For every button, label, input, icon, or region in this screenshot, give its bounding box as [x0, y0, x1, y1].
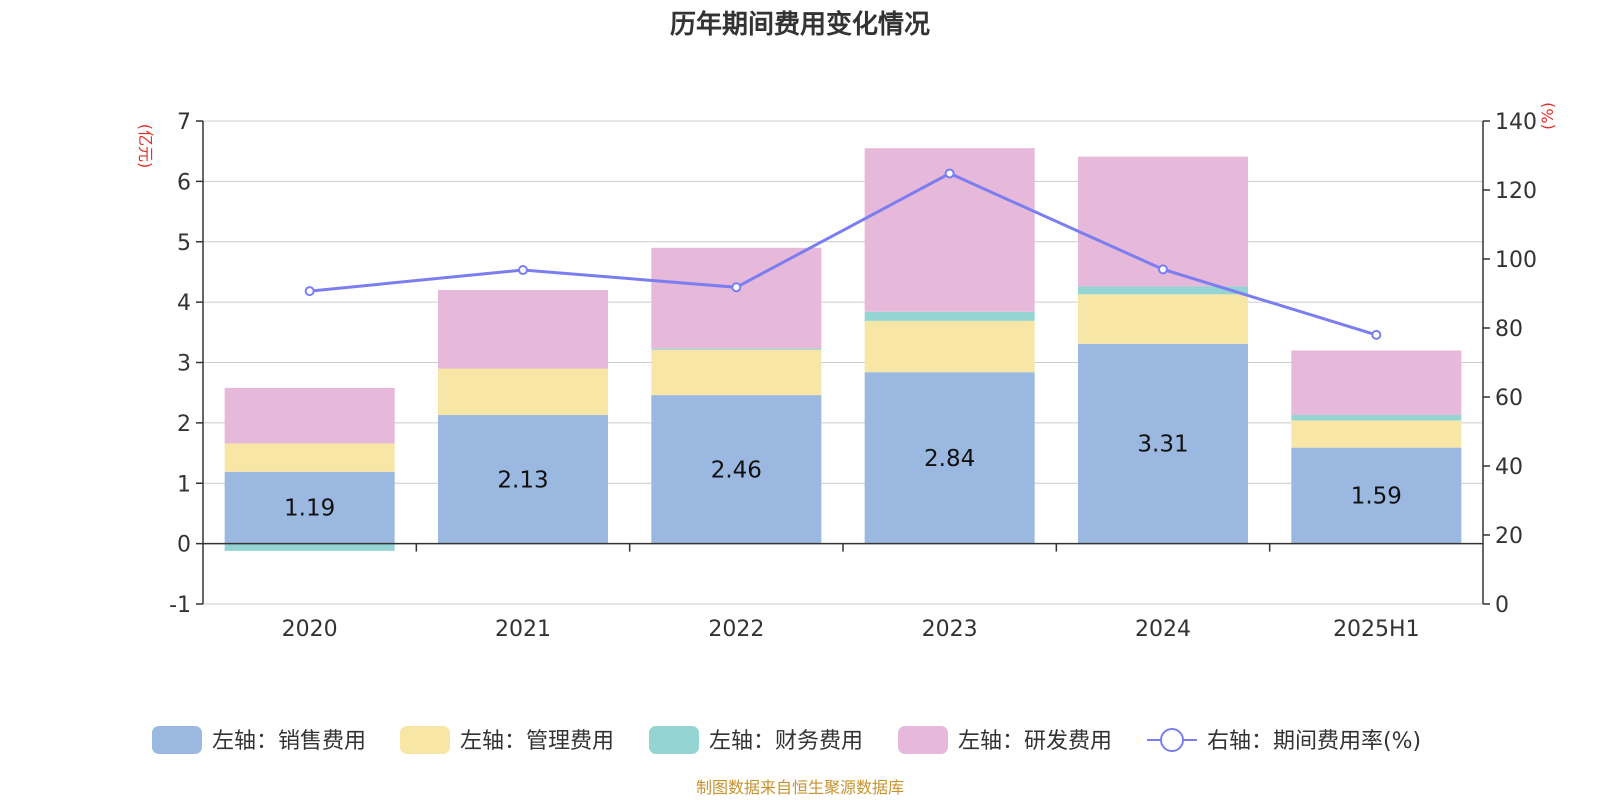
legend-circle-icon [1160, 728, 1184, 752]
legend-label: 左轴：管理费用 [460, 729, 614, 754]
bar-rd [438, 290, 608, 369]
bar-finance [224, 543, 395, 551]
bar-rd [1291, 350, 1462, 416]
bar-data-labels: 1.19 2.13 2.46 2.84 3.31 1.59 [284, 432, 1402, 522]
left-axis-ticks: -1 0 1 2 3 4 5 6 7 [169, 110, 203, 618]
x-tick-label: 2021 [495, 617, 551, 642]
bar-admin [224, 443, 395, 472]
legend-swatch-icon [649, 726, 699, 754]
right-axis-ticks: 0 20 40 60 80 100 120 140 [1483, 110, 1537, 618]
sales-data-label: 2.46 [711, 457, 762, 483]
sales-data-label: 2.84 [924, 446, 975, 472]
legend-label: 左轴：销售费用 [212, 729, 366, 754]
sales-data-label: 1.59 [1351, 484, 1402, 510]
left-tick-label: 0 [177, 533, 191, 558]
right-tick-label: 20 [1495, 524, 1523, 549]
bar-sales [224, 471, 395, 544]
left-tick-label: 3 [177, 352, 191, 377]
bar-admin [1078, 294, 1248, 344]
bar-finance [1078, 286, 1248, 295]
right-tick-label: 140 [1495, 110, 1537, 135]
bars [224, 148, 1462, 551]
bar-finance [651, 348, 822, 350]
left-tick-label: 2 [177, 412, 191, 437]
bar-finance [864, 311, 1035, 321]
legend-item-rate: 右轴：期间费用率(%) [1147, 728, 1421, 754]
rate-point [944, 168, 955, 179]
left-tick-label: -1 [169, 593, 191, 618]
legend-item-admin: 左轴：管理费用 [400, 726, 614, 754]
legend-label: 右轴：期间费用率(%) [1207, 729, 1421, 754]
bar-admin [1291, 420, 1462, 448]
x-axis-ticks: 2020 2021 2022 2023 2024 2025H1 [282, 617, 1420, 642]
x-tick-label: 2025H1 [1333, 617, 1420, 642]
rate-line [304, 168, 1382, 340]
bar-finance [1291, 415, 1462, 421]
right-axis-unit: (%) [1538, 102, 1557, 130]
bar-admin [651, 349, 822, 396]
sales-data-label: 3.31 [1137, 432, 1188, 458]
legend-item-rd: 左轴：研发费用 [898, 726, 1112, 754]
left-tick-label: 7 [177, 110, 191, 135]
rate-line-path [309, 171, 1377, 337]
left-tick-label: 5 [177, 231, 191, 256]
x-tick-label: 2020 [282, 617, 338, 642]
legend: 左轴：销售费用 左轴：管理费用 左轴：财务费用 左轴：研发费用 右轴：期间费用率(%) [152, 726, 1421, 754]
bar-sales [438, 415, 608, 544]
x-tick-label: 2023 [922, 617, 978, 642]
legend-label: 左轴：财务费用 [709, 729, 863, 754]
x-tick-label: 2024 [1135, 617, 1191, 642]
legend-label: 左轴：研发费用 [958, 729, 1112, 754]
right-tick-label: 100 [1495, 248, 1537, 273]
sales-data-label: 2.13 [497, 467, 548, 493]
bar-sales [1078, 343, 1248, 544]
rate-point [1371, 329, 1382, 340]
bar-rd [651, 247, 822, 349]
rate-point [304, 286, 315, 297]
gridlines [203, 120, 1483, 605]
bar-sales [864, 372, 1035, 544]
left-tick-label: 4 [177, 291, 191, 316]
right-tick-label: 80 [1495, 317, 1523, 342]
legend-swatch-icon [400, 726, 450, 754]
data-source-note: 制图数据来自恒生聚源数据库 [696, 778, 904, 797]
rate-point [731, 282, 742, 293]
bar-rd [224, 387, 395, 444]
left-tick-label: 6 [177, 170, 191, 195]
sales-data-label: 1.19 [284, 496, 335, 522]
rate-point [518, 265, 528, 276]
right-tick-label: 40 [1495, 455, 1523, 480]
right-tick-label: 120 [1495, 179, 1537, 204]
bar-admin [864, 320, 1035, 373]
rate-point [1158, 264, 1168, 275]
left-tick-label: 1 [177, 472, 191, 497]
left-axis-unit: (亿元) [136, 124, 155, 169]
bar-admin [438, 368, 608, 416]
bar-sales [1291, 447, 1462, 544]
right-tick-label: 0 [1495, 593, 1509, 618]
x-tick-label: 2022 [708, 617, 764, 642]
right-tick-label: 60 [1495, 386, 1523, 411]
bar-sales [651, 395, 822, 544]
legend-item-sales: 左轴：销售费用 [152, 726, 366, 754]
chart-title: 历年期间费用变化情况 [670, 9, 930, 40]
legend-swatch-icon [152, 726, 202, 754]
legend-swatch-icon [898, 726, 948, 754]
legend-item-finance: 左轴：财务费用 [649, 726, 863, 754]
